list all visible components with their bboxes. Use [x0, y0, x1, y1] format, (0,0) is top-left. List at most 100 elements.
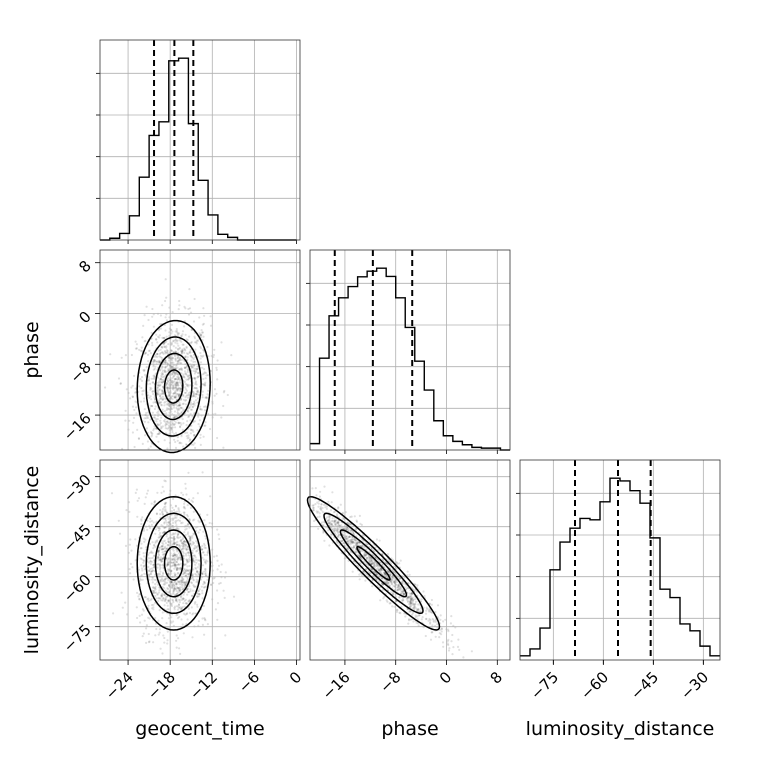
sample-point: [139, 577, 142, 580]
sample-point: [175, 548, 178, 551]
sample-point: [165, 408, 168, 412]
sample-point: [392, 592, 395, 595]
sample-point: [328, 519, 331, 522]
sample-point: [202, 348, 205, 351]
sample-point: [119, 382, 122, 385]
sample-point: [173, 587, 177, 590]
sample-point: [206, 578, 209, 581]
sample-point: [152, 563, 155, 567]
sample-point: [196, 580, 199, 583]
sample-point: [166, 639, 169, 642]
sample-point: [189, 384, 192, 387]
sample-point: [183, 502, 186, 505]
sample-point: [184, 540, 187, 544]
sample-point: [180, 579, 183, 582]
sample-point: [353, 541, 356, 544]
sample-point: [196, 397, 199, 400]
sample-point: [319, 505, 322, 509]
sample-point: [183, 511, 186, 514]
sample-point: [189, 537, 192, 540]
sample-point: [175, 561, 178, 564]
sample-point: [209, 324, 213, 327]
sample-point: [195, 370, 198, 374]
sample-point: [201, 373, 204, 376]
sample-point: [186, 504, 189, 507]
sample-point: [187, 434, 190, 437]
sample-point: [162, 547, 165, 551]
sample-point: [166, 386, 169, 389]
sample-point: [164, 578, 167, 581]
sample-point: [163, 375, 166, 378]
sample-point: [140, 350, 143, 353]
sample-point: [155, 420, 158, 423]
sample-point: [166, 351, 169, 354]
sample-point: [156, 422, 159, 426]
sample-point: [172, 526, 175, 529]
sample-point: [172, 403, 175, 407]
y-tick-label-phase: 8: [75, 257, 94, 276]
sample-point: [192, 369, 195, 373]
sample-point: [170, 379, 173, 382]
sample-point: [161, 395, 164, 398]
x-tick-label-luminosity-distance: −75: [527, 668, 562, 703]
sample-point: [319, 490, 322, 493]
sample-point: [336, 528, 339, 532]
sample-point: [173, 542, 176, 545]
sample-point: [177, 571, 180, 575]
sample-point: [162, 375, 165, 379]
sample-point: [160, 548, 163, 551]
sample-point: [155, 563, 158, 566]
sample-point: [174, 565, 177, 568]
sample-point: [446, 640, 449, 643]
sample-point: [157, 384, 160, 387]
sample-point: [177, 563, 180, 566]
sample-point: [180, 406, 183, 409]
sample-point: [154, 616, 157, 620]
sample-point: [159, 356, 162, 359]
sample-point: [173, 585, 176, 588]
sample-point: [154, 578, 157, 582]
sample-point: [203, 633, 206, 636]
sample-point: [172, 497, 175, 501]
sample-point: [161, 371, 164, 374]
sample-point: [398, 611, 401, 614]
sample-point: [136, 515, 139, 518]
sample-point: [180, 423, 183, 426]
sample-point: [165, 351, 168, 354]
sample-point: [347, 535, 350, 539]
sample-point: [368, 560, 371, 563]
sample-point: [196, 571, 199, 574]
sample-point: [313, 519, 316, 523]
sample-point: [194, 544, 197, 548]
sample-point: [182, 572, 185, 575]
sample-point: [196, 559, 199, 562]
sample-point: [224, 571, 227, 574]
sample-point: [170, 616, 173, 619]
sample-point: [184, 568, 187, 571]
sample-point: [197, 590, 200, 593]
sample-point: [151, 432, 154, 435]
sample-point: [131, 566, 134, 569]
sample-point: [174, 599, 178, 602]
sample-point: [196, 570, 199, 573]
sample-point: [160, 389, 163, 392]
sample-point: [197, 519, 200, 522]
sample-point: [187, 369, 190, 372]
sample-point: [155, 427, 158, 430]
sample-point: [148, 551, 151, 555]
sample-point: [153, 416, 156, 419]
sample-point: [170, 543, 173, 547]
sample-point: [180, 369, 184, 372]
sample-point: [147, 553, 150, 556]
sample-point: [156, 393, 159, 396]
sample-point: [178, 402, 181, 405]
sample-point: [174, 396, 177, 399]
sample-point: [183, 583, 187, 586]
sample-point: [172, 558, 175, 561]
sample-point: [396, 589, 399, 592]
sample-point: [206, 345, 209, 349]
sample-point: [164, 341, 167, 344]
sample-point: [154, 545, 157, 549]
sample-point: [175, 598, 178, 601]
sample-point: [196, 401, 199, 404]
